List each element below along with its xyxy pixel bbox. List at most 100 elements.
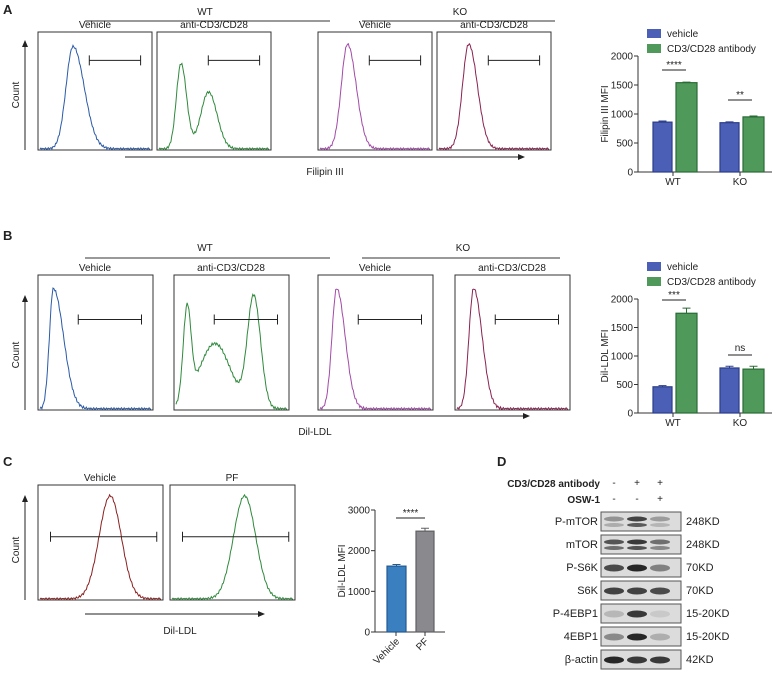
histogram-a-2-curve xyxy=(158,62,269,150)
histogram-a-3 xyxy=(317,31,433,151)
legend-label: CD3/CD28 antibody xyxy=(667,44,756,55)
histogram-c-1-curve xyxy=(39,493,161,600)
y-tick-label: 2000 xyxy=(611,52,634,63)
histogram-c-1 xyxy=(37,484,164,601)
x-axis-label-b: Dil-LDL xyxy=(298,427,332,438)
x-tick-label: PF xyxy=(414,636,431,653)
significance-label: **** xyxy=(403,508,419,519)
legend-label: vehicle xyxy=(667,29,699,40)
histogram-b-1-curve xyxy=(39,287,151,410)
x-tick-label: WT xyxy=(665,418,681,429)
treatment-sign: + xyxy=(657,478,663,489)
treatment-sign: - xyxy=(635,494,638,505)
blot-size: 15-20KD xyxy=(686,631,729,643)
bar xyxy=(675,82,698,173)
band xyxy=(627,539,647,545)
y-tick-label: 0 xyxy=(627,168,633,179)
band xyxy=(627,516,647,522)
y-tick-label: 500 xyxy=(616,380,633,391)
band xyxy=(627,656,647,664)
significance-label: ns xyxy=(735,343,746,354)
histogram-a-4 xyxy=(436,31,552,151)
group-label-wt: WT xyxy=(197,243,213,254)
bar xyxy=(742,368,765,414)
y-tick-label: 0 xyxy=(364,628,370,639)
bar xyxy=(652,121,673,173)
histogram-a-1 xyxy=(37,31,153,151)
band xyxy=(650,610,670,618)
legend-label: CD3/CD28 antibody xyxy=(667,277,756,288)
histogram-b-4-curve xyxy=(456,288,568,411)
condition-label: PF xyxy=(226,473,239,484)
histogram-b-2-gate xyxy=(213,314,278,325)
error-bar xyxy=(658,385,667,387)
treatment-label: OSW-1 xyxy=(567,495,600,506)
count-axis-c-head xyxy=(22,495,28,502)
y-tick-label: 500 xyxy=(616,139,633,150)
condition-label: Vehicle xyxy=(84,473,117,484)
bar xyxy=(742,116,765,173)
y-axis-label: Filipin III MFI xyxy=(600,85,611,142)
group-label-ko: KO xyxy=(456,243,471,254)
histogram-a-1-curve xyxy=(39,44,150,151)
count-axis-a-head xyxy=(22,40,28,47)
band xyxy=(650,516,670,522)
y-tick-label: 1500 xyxy=(611,81,634,92)
condition-label: Vehicle xyxy=(79,20,112,31)
blot-size: 42KD xyxy=(686,654,714,666)
band xyxy=(627,564,647,572)
group-label-wt: WT xyxy=(197,7,213,18)
treatment-sign: + xyxy=(634,478,640,489)
histogram-a-2-gate xyxy=(207,55,261,66)
condition-label: Vehicle xyxy=(359,263,392,274)
error-bar xyxy=(392,563,401,567)
blot-size: 70KD xyxy=(686,562,714,574)
histogram-b-3 xyxy=(317,274,434,411)
group-label-ko: KO xyxy=(453,7,468,18)
legend-swatch xyxy=(647,29,661,38)
significance-label: **** xyxy=(666,60,682,71)
count-label-c: Count xyxy=(11,536,22,563)
band xyxy=(650,523,670,527)
error-bar xyxy=(749,115,758,117)
histogram-b-2 xyxy=(173,274,290,411)
y-tick-label: 2000 xyxy=(348,546,371,557)
x-tick-label: Vehicle xyxy=(372,636,403,667)
histogram-a-2 xyxy=(156,31,272,151)
blot-label: mTOR xyxy=(566,539,598,551)
histogram-b-1 xyxy=(37,274,154,411)
blot-label: P-mTOR xyxy=(555,516,598,528)
band xyxy=(604,523,624,527)
blot-size: 248KD xyxy=(686,516,720,528)
histogram-b-3-gate xyxy=(357,314,422,325)
band xyxy=(627,633,647,641)
blot-label: P-S6K xyxy=(566,562,598,574)
panel-label-c: C xyxy=(3,454,13,469)
band xyxy=(627,610,647,618)
band xyxy=(604,633,624,641)
count-label-a: Count xyxy=(11,81,22,108)
band xyxy=(604,546,624,550)
band xyxy=(604,539,624,545)
blot-label: 4EBP1 xyxy=(564,631,598,643)
bar xyxy=(415,530,435,633)
treatment-sign: - xyxy=(612,494,615,505)
panel-label-d: D xyxy=(497,454,506,469)
bar xyxy=(386,565,407,633)
histogram-c-2-curve xyxy=(171,493,293,600)
y-tick-label: 1000 xyxy=(348,587,371,598)
x-axis-arrow-c-head xyxy=(258,611,265,617)
condition-label: Vehicle xyxy=(79,263,112,274)
histogram-b-4 xyxy=(454,274,571,411)
y-tick-label: 1500 xyxy=(611,323,634,334)
condition-label: Vehicle xyxy=(359,20,392,31)
band xyxy=(627,523,647,527)
condition-label: anti-CD3/CD28 xyxy=(197,263,265,274)
blot-1 xyxy=(600,534,682,555)
band xyxy=(650,564,670,572)
bar xyxy=(719,122,740,173)
x-axis-arrow-a-head xyxy=(518,154,525,160)
y-tick-label: 2000 xyxy=(611,295,634,306)
blot-0 xyxy=(600,511,682,532)
x-axis-label-c: Dil-LDL xyxy=(163,626,197,637)
